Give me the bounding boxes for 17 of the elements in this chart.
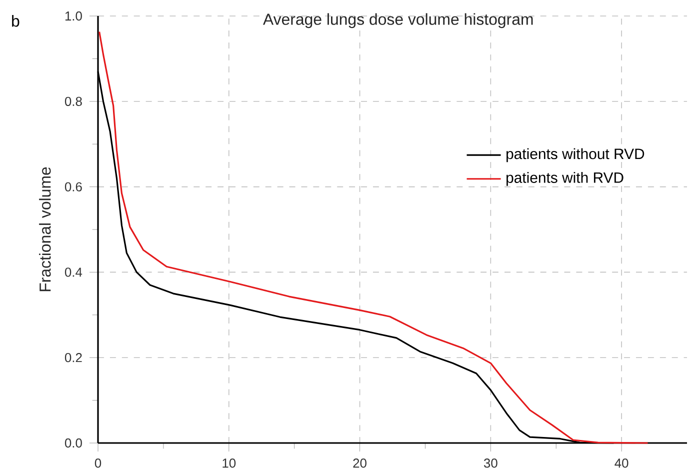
y-tick-label: 0.8: [64, 96, 82, 106]
y-tick-label: 0.2: [64, 353, 82, 362]
y-tick-label: 0.6: [64, 182, 82, 192]
legend-label: patients without RVD: [506, 148, 644, 162]
x-tick-label: 10: [222, 458, 236, 468]
chart-title: Average lungs dose volume histogram: [262, 13, 533, 28]
line-series: [98, 30, 649, 444]
text: b: [12, 15, 20, 27]
legend-label: patients with RVD: [506, 172, 624, 186]
y-tick-label: 0.4: [64, 268, 82, 277]
x-tick-label: 0: [94, 458, 102, 468]
x-tick-label: 20: [353, 458, 366, 468]
x-tick-label: 30: [484, 458, 498, 468]
y-axis-title: Fractional volume: [39, 167, 51, 292]
y-tick-label: 1.0: [65, 11, 82, 21]
y-tick-label: 0.0: [64, 438, 82, 448]
x-tick-label: 40: [614, 458, 628, 468]
